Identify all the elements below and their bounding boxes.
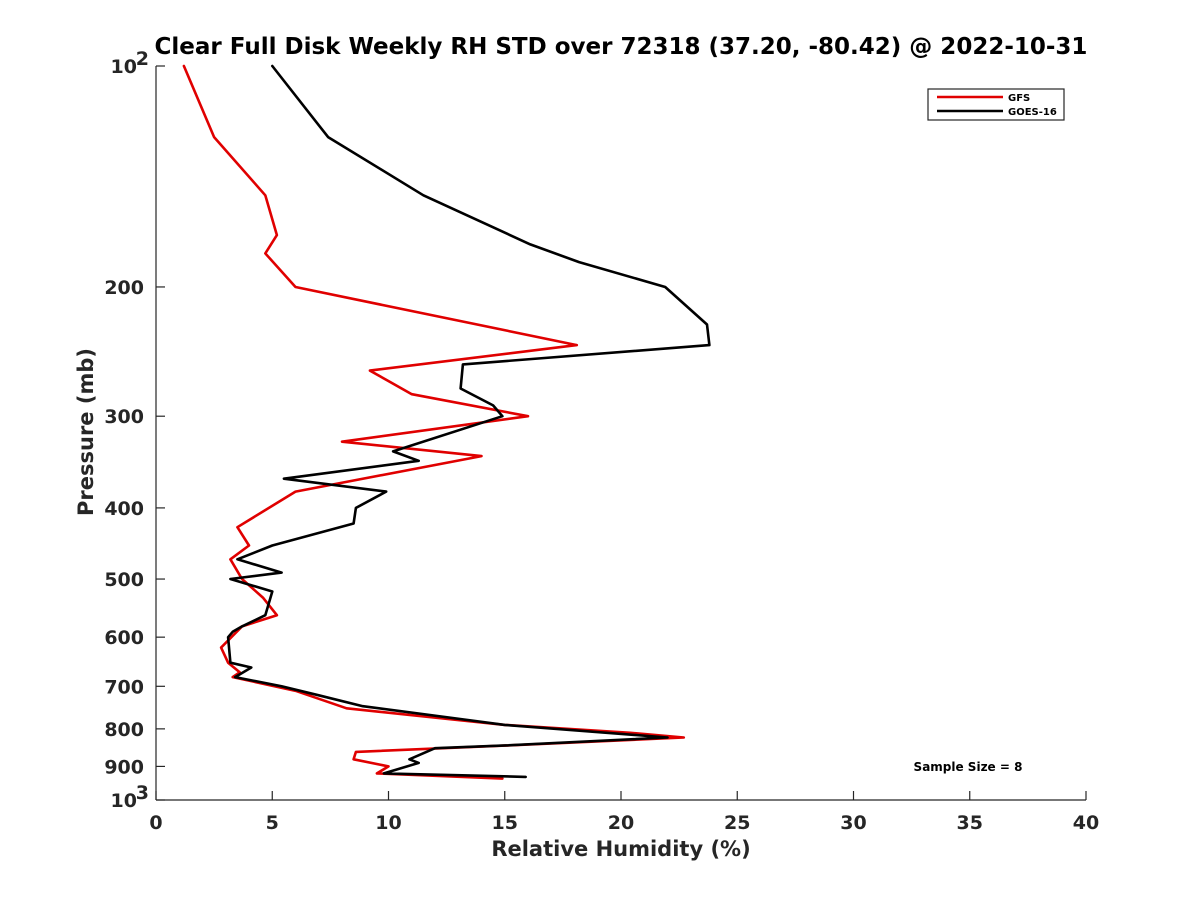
- x-tick-label: 10: [375, 812, 401, 834]
- y-tick-label: 10: [111, 790, 137, 812]
- x-tick-label: 30: [840, 812, 866, 834]
- sample-size-annotation: Sample Size = 8: [914, 760, 1023, 774]
- y-tick-exponent: 3: [136, 782, 149, 804]
- y-tick-label: 200: [104, 277, 144, 299]
- x-tick-label: 40: [1073, 812, 1099, 834]
- legend-entry-label: GFS: [1008, 93, 1030, 104]
- series-line-goes-16: [226, 64, 711, 779]
- y-tick-label: 500: [104, 569, 144, 591]
- y-tick-label: 800: [104, 719, 144, 741]
- y-tick-label: 600: [104, 627, 144, 649]
- y-tick-label: 900: [104, 756, 144, 778]
- x-tick-label: 20: [608, 812, 634, 834]
- axes-group: 0 5 10 15 20 25 30 35 40102200300400500600700800…: [104, 48, 1099, 834]
- y-tick-label: 400: [104, 498, 144, 520]
- x-tick-label: 25: [724, 812, 750, 834]
- y-tick-exponent: 2: [136, 48, 149, 70]
- x-tick-label: 5: [266, 812, 279, 834]
- series-line-gfs: [182, 64, 686, 780]
- plot-series-group: [182, 64, 711, 780]
- legend-entry-label: GOES-16: [1008, 107, 1057, 118]
- chart-title: Clear Full Disk Weekly RH STD over 72318…: [155, 34, 1088, 60]
- legend-box: [927, 88, 1065, 121]
- x-tick-label: 15: [492, 812, 518, 834]
- x-axis-label: Relative Humidity (%): [491, 837, 750, 861]
- x-tick-label: 0: [149, 812, 162, 834]
- y-axis-label: Pressure (mb): [74, 348, 98, 516]
- y-tick-label: 10: [111, 56, 137, 78]
- y-tick-label: 700: [104, 676, 144, 698]
- x-tick-label: 35: [957, 812, 983, 834]
- legend: GFS GOES-16: [927, 88, 1065, 121]
- y-tick-label: 300: [104, 406, 144, 428]
